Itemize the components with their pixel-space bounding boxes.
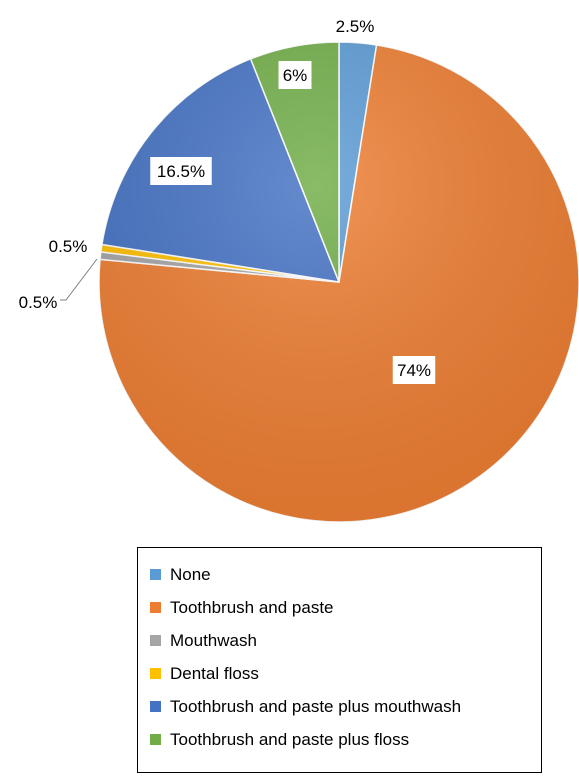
legend-label-none: None — [170, 564, 211, 584]
data-label-dental-floss: 0.5% — [49, 237, 88, 256]
legend-swatch-dental-floss — [150, 668, 161, 679]
legend-label-toothbrush-paste-mouthwash: Toothbrush and paste plus mouthwash — [170, 696, 462, 716]
legend-swatch-toothbrush-and-paste — [150, 602, 161, 613]
legend-label-dental-floss: Dental floss — [170, 663, 259, 683]
data-label-toothbrush-and-paste: 74% — [397, 361, 431, 380]
legend-swatch-none — [150, 569, 161, 580]
data-label-box-toothbrush-and-paste-plus-mouthwash — [150, 157, 212, 185]
legend-item-toothbrush-paste-floss: Toothbrush and paste plus floss — [150, 723, 541, 756]
data-label-box-toothbrush-and-paste — [392, 356, 436, 384]
data-label-box-toothbrush-and-paste-plus-floss — [278, 61, 312, 89]
legend-label-mouthwash: Mouthwash — [170, 630, 257, 650]
legend: None Toothbrush and paste Mouthwash Dent… — [137, 547, 542, 773]
legend-label-toothbrush-and-paste: Toothbrush and paste — [170, 597, 334, 617]
legend-item-toothbrush-and-paste: Toothbrush and paste — [150, 591, 541, 624]
legend-label-toothbrush-paste-floss: Toothbrush and paste plus floss — [170, 729, 410, 749]
pie-chart: 2.5% 74% 0.5% 0.5% 16.5% 6% — [19, 17, 579, 523]
data-label-mouthwash: 0.5% — [19, 293, 58, 312]
legend-item-toothbrush-paste-mouthwash: Toothbrush and paste plus mouthwash — [150, 690, 541, 723]
legend-swatch-toothbrush-paste-floss — [150, 734, 161, 745]
legend-item-dental-floss: Dental floss — [150, 657, 541, 690]
legend-swatch-toothbrush-paste-mouthwash — [150, 701, 161, 712]
legend-swatch-mouthwash — [150, 635, 161, 646]
data-label-none: 2.5% — [336, 17, 375, 36]
data-label-toothbrush-and-paste-plus-floss: 6% — [283, 66, 308, 85]
data-label-toothbrush-and-paste-plus-mouthwash: 16.5% — [157, 162, 205, 181]
leader-line-mouthwash — [60, 258, 98, 301]
legend-item-mouthwash: Mouthwash — [150, 624, 541, 657]
legend-item-none: None — [150, 558, 541, 591]
